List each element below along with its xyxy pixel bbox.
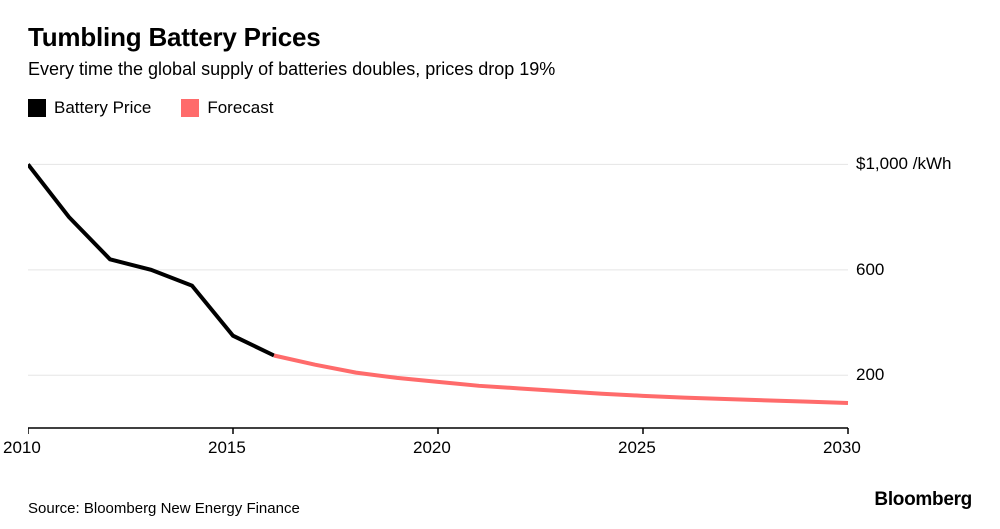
y-tick-label: 600 <box>856 260 884 280</box>
line-chart <box>28 138 972 436</box>
chart-area: 20102015202020252030 200600$1,000 /kWh <box>28 138 972 458</box>
swatch-icon <box>181 99 199 117</box>
x-tick-label: 2010 <box>3 438 41 458</box>
x-tick-label: 2025 <box>618 438 656 458</box>
source-text: Source: Bloomberg New Energy Finance <box>28 500 972 517</box>
chart-subtitle: Every time the global supply of batterie… <box>28 59 972 80</box>
y-tick-label: 200 <box>856 365 884 385</box>
legend-item-battery-price: Battery Price <box>28 98 151 118</box>
legend: Battery Price Forecast <box>28 98 972 118</box>
x-tick-label: 2015 <box>208 438 246 458</box>
legend-label: Forecast <box>207 98 273 118</box>
x-tick-label: 2030 <box>823 438 861 458</box>
x-tick-label: 2020 <box>413 438 451 458</box>
y-tick-label: $1,000 /kWh <box>856 154 951 174</box>
chart-title: Tumbling Battery Prices <box>28 22 972 53</box>
legend-label: Battery Price <box>54 98 151 118</box>
brand-logo: Bloomberg <box>874 489 972 511</box>
swatch-icon <box>28 99 46 117</box>
legend-item-forecast: Forecast <box>181 98 273 118</box>
